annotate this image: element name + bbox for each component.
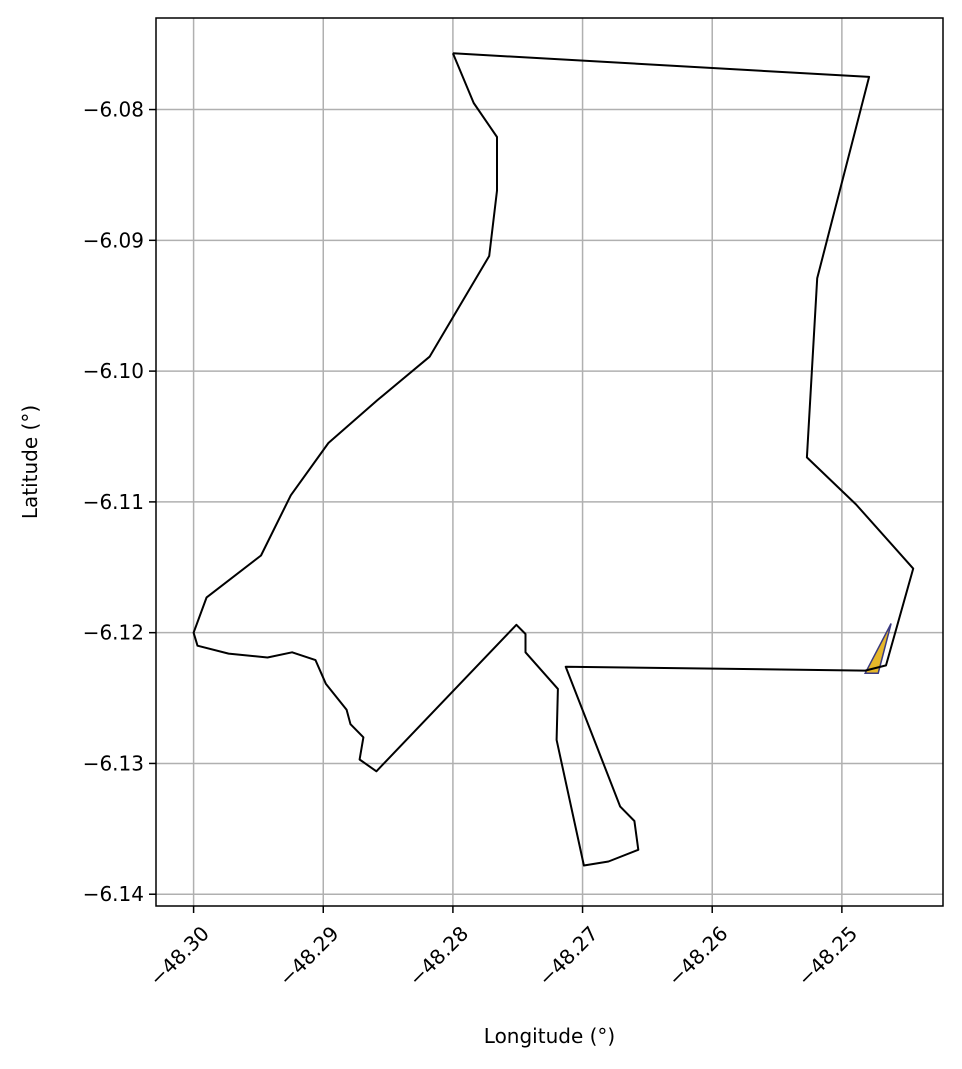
x-axis-label: Longitude (°) [484,1024,615,1048]
y-tick-label: −6.10 [83,359,144,383]
plot-frame [155,17,944,907]
map-shapes [192,52,915,867]
boundary-outline [192,52,915,867]
highlighted-area [863,623,892,674]
y-tick-label: −6.12 [83,621,144,645]
y-tick-label: −6.13 [83,751,144,775]
y-axis-label: Latitude (°) [18,405,42,519]
grid-lines [156,18,943,906]
y-tick-label: −6.11 [83,490,144,514]
y-tick-label: −6.08 [83,98,144,122]
y-tick-label: −6.14 [83,882,144,906]
y-tick-label: −6.09 [83,228,144,252]
